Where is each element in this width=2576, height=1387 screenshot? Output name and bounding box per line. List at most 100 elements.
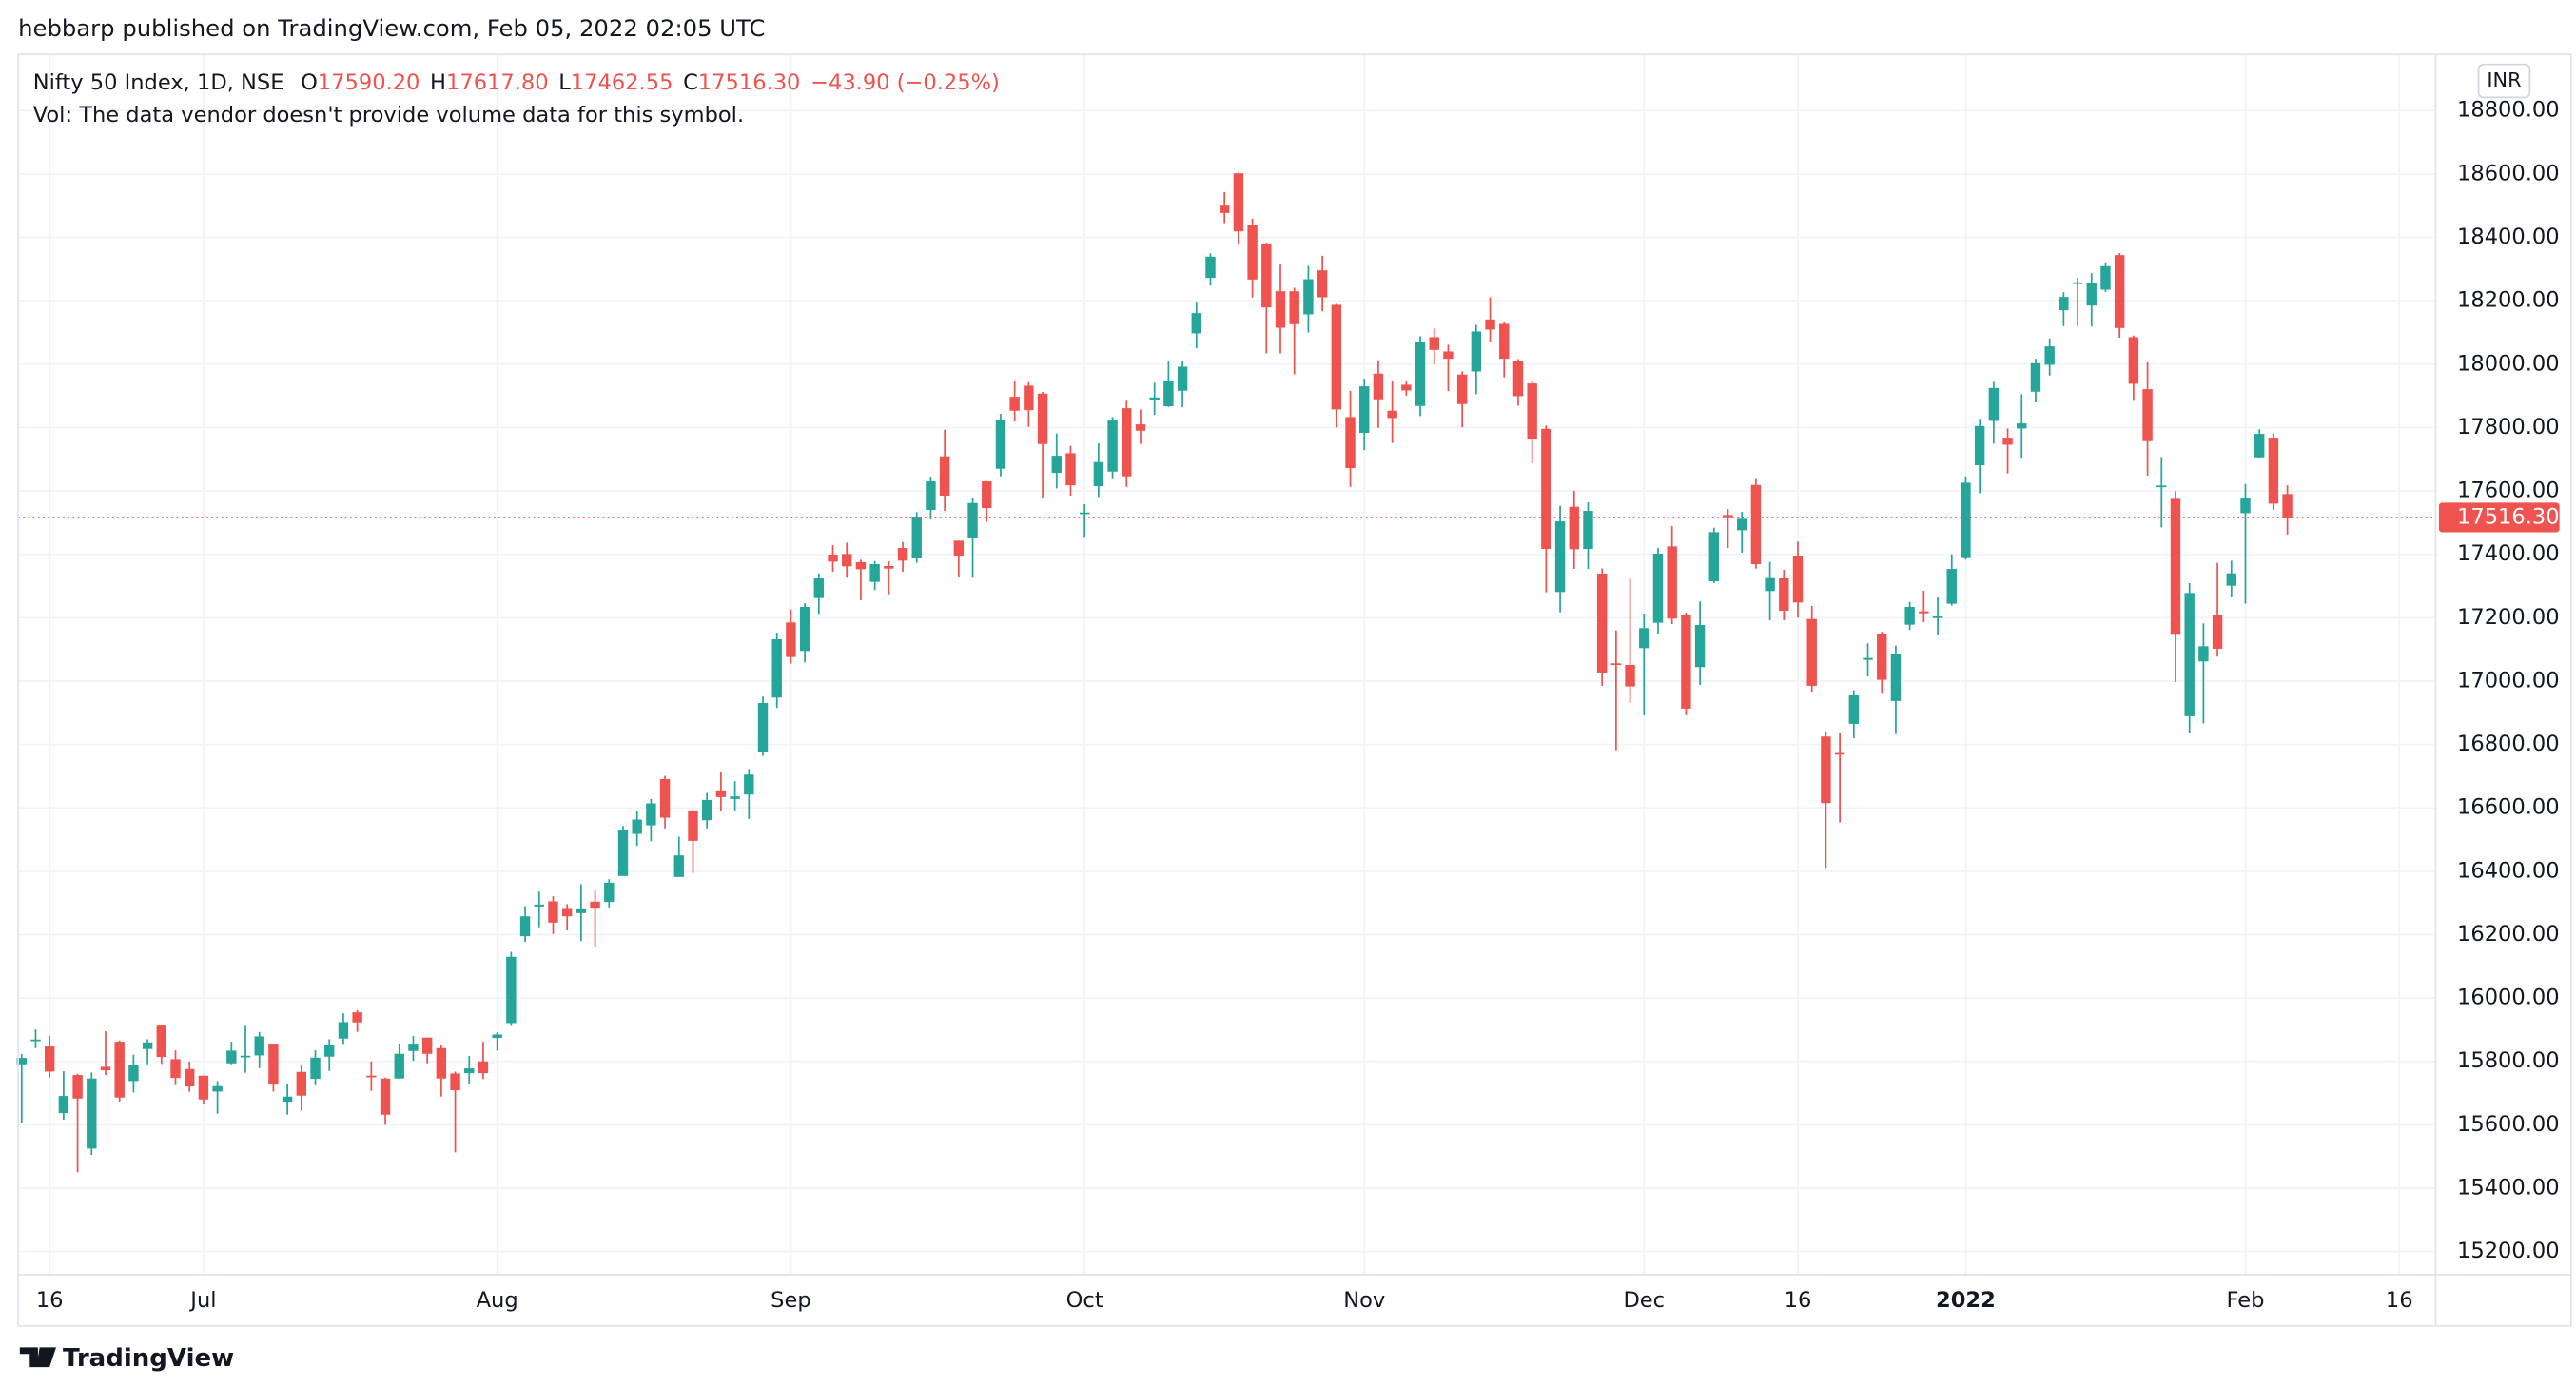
candle-body: [1205, 256, 1216, 279]
candle-body: [771, 638, 782, 698]
candle-body: [1303, 279, 1314, 315]
x-tick-label: 16: [36, 1288, 64, 1313]
published-note: hebbarp published on TradingView.com, Fe…: [18, 14, 765, 42]
candle-body: [1093, 461, 1104, 487]
currency-box[interactable]: [2477, 63, 2531, 99]
candle-body: [897, 548, 908, 561]
candle-body: [2198, 646, 2209, 662]
candle-body: [44, 1046, 55, 1072]
open-value: 17590.20: [318, 69, 420, 94]
candle-body: [1681, 615, 1691, 709]
candle-body: [1415, 342, 1426, 406]
candle-body: [2212, 615, 2223, 649]
candle-body: [688, 810, 698, 841]
candle-body: [2030, 362, 2041, 392]
candle-body: [128, 1065, 139, 1082]
candle-body: [450, 1073, 460, 1091]
candle-body: [198, 1075, 209, 1100]
brand-logo: TradingView: [19, 1344, 234, 1373]
candle-body: [2268, 438, 2279, 504]
candle-body: [1345, 417, 1356, 469]
x-tick-label: Nov: [1343, 1288, 1385, 1313]
low-value: 17462.55: [571, 69, 673, 94]
candle-body: [1149, 397, 1160, 400]
candle-body: [1792, 556, 1804, 603]
candle-body: [967, 502, 978, 539]
candle-body: [1596, 574, 1608, 673]
candle-body: [701, 799, 712, 821]
candle-body: [1512, 361, 1524, 397]
candle-body: [1499, 323, 1510, 360]
candle-body: [1275, 291, 1286, 328]
candle-body: [1736, 518, 1747, 531]
last-price-tag: [2438, 502, 2560, 533]
candle-body: [506, 956, 517, 1024]
candle-body: [1708, 532, 1719, 582]
candle-body: [576, 908, 587, 913]
candle-body: [310, 1057, 321, 1080]
y-tick-label: 16000.00: [2457, 986, 2560, 1010]
y-tick-label: 18600.00: [2457, 161, 2560, 186]
x-tick-label: Aug: [477, 1288, 518, 1313]
candle-body: [1456, 374, 1468, 404]
candle-body: [436, 1047, 447, 1079]
candle-body: [1652, 554, 1664, 623]
candle-body: [534, 904, 544, 907]
candle-body: [1765, 577, 1775, 592]
close-label: C: [683, 69, 698, 94]
candle-body: [2017, 423, 2027, 429]
candle-body: [757, 702, 769, 752]
candle-body: [1877, 633, 1887, 680]
candle-body: [1373, 373, 1384, 400]
x-tick-label: Jul: [188, 1288, 216, 1313]
candle-body: [561, 908, 573, 917]
candle-body: [1863, 657, 1873, 660]
candles: [16, 172, 2436, 1173]
change: −43.90 (−0.25%): [810, 69, 1000, 94]
candle-body: [1527, 383, 1537, 440]
candle-body: [1233, 173, 1244, 232]
candle-body: [869, 564, 880, 582]
last-price-label: 17516.30: [2457, 504, 2560, 529]
candle-body: [1834, 752, 1845, 755]
candle-body: [254, 1036, 264, 1056]
candle-body: [659, 778, 671, 818]
candle-body: [1667, 546, 1677, 619]
candle-body: [604, 882, 615, 903]
candle-body: [744, 774, 754, 795]
candle-body: [953, 540, 965, 557]
candle-body: [1541, 428, 1551, 550]
x-tick-label: 2022: [1936, 1288, 1996, 1313]
candle-body: [1471, 331, 1482, 372]
candle-body: [100, 1066, 111, 1071]
candle-body: [1750, 484, 1762, 565]
candle-body: [911, 517, 922, 559]
candle-body: [1051, 456, 1062, 474]
x-tick-label: 16: [1785, 1288, 1812, 1313]
candle-body: [2100, 265, 2111, 290]
candle-body: [1107, 420, 1118, 472]
candle-body: [1289, 291, 1299, 324]
candle-body: [2184, 593, 2195, 716]
candle-body: [828, 555, 838, 562]
y-tick-label: 15200.00: [2457, 1239, 2560, 1263]
y-tick-label: 15800.00: [2457, 1048, 2560, 1073]
candle-body: [2044, 346, 2055, 365]
candle-body: [1037, 393, 1048, 444]
y-tick-label: 16800.00: [2457, 732, 2560, 756]
y-tick-label: 16600.00: [2457, 795, 2560, 820]
candle-body: [1988, 387, 2000, 421]
candle-body: [1625, 664, 1635, 687]
candle-body: [142, 1042, 153, 1049]
candle-body: [1974, 425, 1985, 466]
candle-body: [632, 819, 642, 834]
candle-body: [590, 901, 600, 909]
y-tick-label: 16200.00: [2457, 922, 2560, 947]
candle-body: [1331, 304, 1342, 410]
brand: TradingView: [63, 1344, 234, 1373]
candle-body: [2059, 297, 2069, 311]
candle-body: [1904, 606, 1915, 625]
y-tick-label: 17000.00: [2457, 668, 2560, 693]
currency[interactable]: INR: [2487, 68, 2521, 91]
candle-body: [394, 1053, 404, 1079]
